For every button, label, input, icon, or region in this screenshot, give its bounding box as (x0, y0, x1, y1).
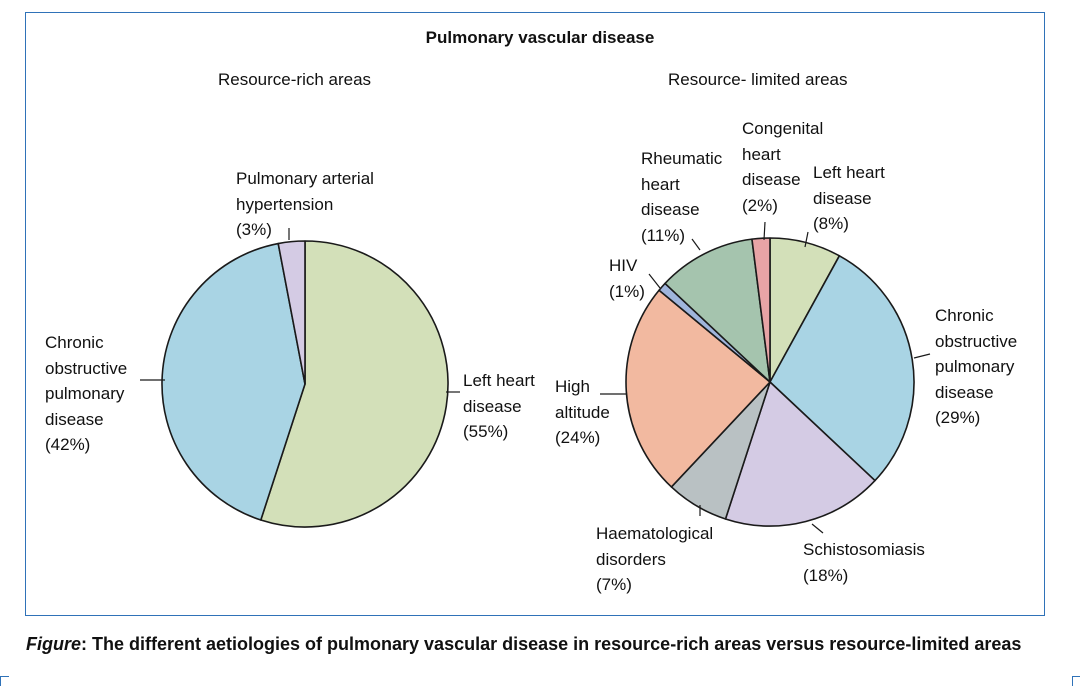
slice-label-resource-limited-hiv: HIV (1%) (609, 256, 645, 301)
pie-slice-resource-rich-left-heart-disease (260, 240, 449, 528)
slice-label-resource-rich-pulmonary-arterial-hypertension: Pulmonary arterial hypertension (3%) (236, 169, 374, 239)
slice-label-resource-limited-rheumatic-heart-disease: Rheumatic heart disease (11%) (641, 149, 723, 245)
pie-slice-resource-limited-chronic-obstructive-pulmonary-disease (769, 255, 915, 482)
pie-slice-resource-limited-rheumatic-heart-disease (664, 238, 771, 383)
caption-text: : The different aetiologies of pulmonary… (81, 634, 1022, 654)
slice-label-resource-limited-high-altitude: High altitude (24%) (555, 377, 610, 447)
slice-label-resource-rich-chronic-obstructive-pulmonary-disease: Chronic obstructive pulmonary disease (4… (45, 333, 128, 454)
leader-line-resource-limited-left-heart-disease (804, 231, 809, 248)
pie-slice-resource-rich-chronic-obstructive-pulmonary-disease (161, 242, 306, 521)
leader-line-resource-limited-chronic-obstructive-pulmonary-disease (913, 353, 931, 359)
leader-line-resource-limited-rheumatic-heart-disease (691, 238, 701, 251)
slice-label-resource-limited-schistosomiasis: Schistosomiasis (18%) (803, 540, 925, 585)
leader-line-resource-limited-congenital-heart-disease (763, 221, 766, 241)
caption-prefix: Figure (26, 634, 82, 654)
slice-label-resource-limited-haematological-disorders: Haematological disorders (7%) (596, 524, 714, 594)
corner-mark-right (1072, 676, 1080, 686)
figure-title: Pulmonary vascular disease (425, 28, 655, 47)
slice-label-resource-limited-congenital-heart-disease: Congenital heart disease (2%) (742, 119, 824, 215)
slice-label-resource-limited-left-heart-disease: Left heart disease (8%) (813, 163, 885, 233)
slice-label-resource-limited-chronic-obstructive-pulmonary-disease: Chronic obstructive pulmonary disease (2… (935, 306, 1018, 427)
pie-slice-resource-rich-pulmonary-arterial-hypertension (277, 240, 306, 385)
pie-slice-resource-limited-high-altitude (625, 289, 771, 488)
slice-label-resource-rich-left-heart-disease: Left heart disease (55%) (463, 371, 535, 441)
pie-slice-resource-limited-schistosomiasis (724, 381, 876, 527)
pie-slice-resource-limited-congenital-heart-disease (751, 237, 771, 383)
subtitle-resource-limited: Resource- limited areas (668, 70, 848, 89)
corner-mark-left (0, 676, 9, 686)
subtitle-resource-rich: Resource-rich areas (218, 70, 372, 89)
leader-line-resource-limited-schistosomiasis (811, 523, 824, 534)
leader-line-resource-limited-hiv (648, 273, 661, 289)
figure-frame (25, 12, 1045, 616)
figure-caption: Figure: The different aetiologies of pul… (26, 630, 1056, 658)
